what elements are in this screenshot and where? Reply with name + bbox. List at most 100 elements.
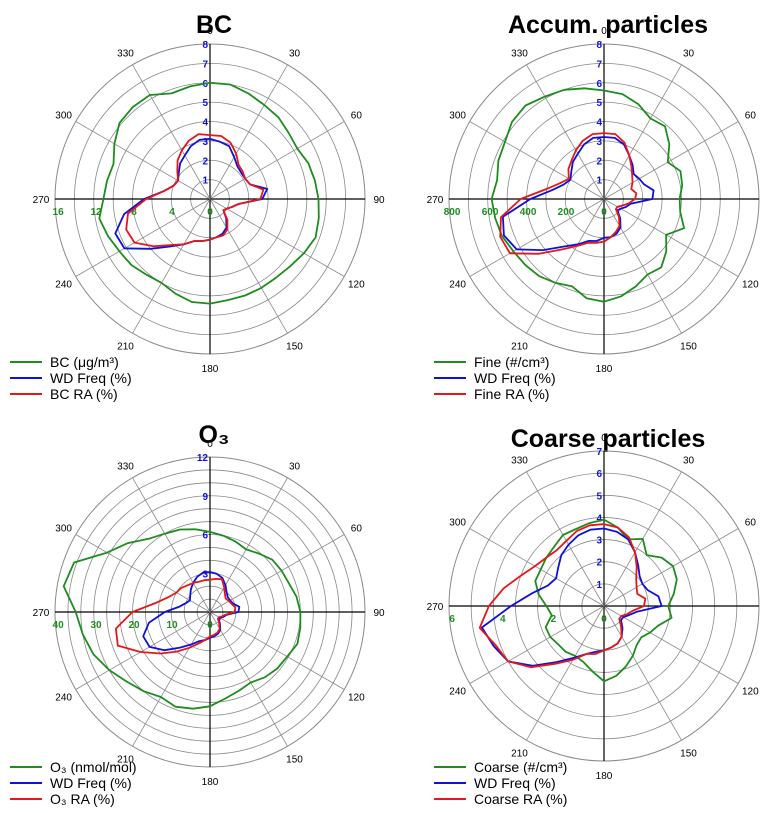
grid-spoke xyxy=(132,64,211,200)
legend-label: Fine RA (%) xyxy=(474,386,549,402)
conc-tick-label: 0 xyxy=(601,207,607,218)
direction-label: 30 xyxy=(683,456,695,467)
conc-tick-label: 0 xyxy=(207,620,213,631)
polar-chart-4: Coarse particles030609012015018021024027… xyxy=(427,425,760,807)
freq-tick-label: 4 xyxy=(596,513,602,524)
direction-label: 180 xyxy=(202,364,219,375)
conc-tick-label: 8 xyxy=(131,207,137,218)
freq-tick-label: 2 xyxy=(596,156,602,167)
direction-label: 300 xyxy=(449,111,466,122)
grid-spoke xyxy=(526,198,605,334)
ra-line xyxy=(125,133,265,248)
conc-tick-label: 6 xyxy=(449,614,455,625)
chart-title: Accum. particles xyxy=(508,11,708,39)
conc-tick-label: 800 xyxy=(444,207,461,218)
grid-spoke xyxy=(209,477,288,613)
chart-title: Coarse particles xyxy=(511,425,706,453)
concentration-line xyxy=(62,528,302,710)
grid-spoke xyxy=(603,64,682,200)
direction-label: 330 xyxy=(511,456,528,467)
conc-tick-label: 0 xyxy=(601,614,607,625)
direction-label: 150 xyxy=(286,754,303,765)
direction-label: 240 xyxy=(449,280,466,291)
grid-spoke xyxy=(209,611,288,747)
freq-tick-label: 7 xyxy=(596,59,602,70)
direction-label: 300 xyxy=(55,111,72,122)
grid-spoke xyxy=(209,121,345,200)
direction-label: 180 xyxy=(596,364,613,375)
freq-tick-label: 7 xyxy=(596,447,602,458)
direction-label: 240 xyxy=(449,687,466,698)
freq-tick-label: 4 xyxy=(596,118,602,129)
legend-label: Fine (#/cm³) xyxy=(474,354,549,370)
freq-tick-label: 3 xyxy=(202,137,208,148)
direction-label: 270 xyxy=(427,602,444,613)
freq-tick-label: 6 xyxy=(596,469,602,480)
grid-spoke xyxy=(526,64,605,200)
grid-spoke xyxy=(603,605,682,741)
direction-label: 30 xyxy=(289,462,301,473)
direction-label: 300 xyxy=(55,524,72,535)
concentration-line xyxy=(534,518,678,683)
direction-label: 240 xyxy=(55,693,72,704)
freq-tick-label: 6 xyxy=(596,79,602,90)
grid-spoke xyxy=(526,605,605,741)
ra-line xyxy=(478,523,647,669)
grid-spoke xyxy=(132,477,211,613)
legend-label: WD Freq (%) xyxy=(474,370,556,386)
legend-label: BC (μg/m³) xyxy=(50,354,119,370)
grid-spoke xyxy=(132,198,211,334)
freq-tick-label: 4 xyxy=(202,118,208,129)
polar-chart-2: Accum. particles030609012015018021024027… xyxy=(427,11,760,402)
freq-tick-label: 9 xyxy=(202,492,208,503)
conc-tick-label: 10 xyxy=(166,620,178,631)
concentration-line xyxy=(490,87,685,303)
direction-label: 210 xyxy=(117,341,134,352)
direction-label: 210 xyxy=(511,341,528,352)
direction-label: 270 xyxy=(427,195,444,206)
freq-tick-label: 6 xyxy=(202,531,208,542)
legend-label: WD Freq (%) xyxy=(50,370,132,386)
concentration-line xyxy=(98,81,320,305)
direction-label: 120 xyxy=(348,280,365,291)
direction-label: 330 xyxy=(117,49,134,60)
direction-label: 180 xyxy=(202,777,219,788)
direction-label: 150 xyxy=(286,341,303,352)
direction-label: 0 xyxy=(207,26,213,37)
direction-label: 210 xyxy=(117,754,134,765)
conc-tick-label: 0 xyxy=(207,207,213,218)
grid-spoke xyxy=(603,528,739,607)
conc-tick-label: 600 xyxy=(482,207,499,218)
freq-tick-label: 5 xyxy=(596,98,602,109)
grid-spoke xyxy=(603,121,739,200)
grid-spoke xyxy=(209,198,288,334)
direction-label: 60 xyxy=(351,524,363,535)
direction-label: 240 xyxy=(55,280,72,291)
grid-spoke xyxy=(603,605,739,684)
freq-tick-label: 2 xyxy=(596,558,602,569)
direction-label: 30 xyxy=(289,49,301,60)
direction-label: 30 xyxy=(683,49,695,60)
freq-tick-label: 1 xyxy=(596,176,602,187)
freq-tick-label: 5 xyxy=(202,98,208,109)
conc-tick-label: 4 xyxy=(169,207,175,218)
freq-tick-label: 8 xyxy=(202,40,208,51)
direction-label: 90 xyxy=(373,195,385,206)
ra-line xyxy=(115,578,237,655)
conc-tick-label: 20 xyxy=(128,620,140,631)
grid-spoke xyxy=(209,198,345,277)
chart-title: O₃ xyxy=(198,421,229,449)
direction-label: 330 xyxy=(117,462,134,473)
freq-tick-label: 5 xyxy=(596,491,602,502)
direction-label: 330 xyxy=(511,49,528,60)
grid-spoke xyxy=(469,528,605,607)
conc-tick-label: 200 xyxy=(558,207,575,218)
direction-label: 270 xyxy=(33,608,50,619)
ra-line xyxy=(499,132,638,255)
grid-spoke xyxy=(603,198,682,334)
grid-spoke xyxy=(526,471,605,607)
direction-label: 60 xyxy=(745,518,757,529)
chart-title: BC xyxy=(196,11,232,39)
conc-tick-label: 2 xyxy=(551,614,557,625)
